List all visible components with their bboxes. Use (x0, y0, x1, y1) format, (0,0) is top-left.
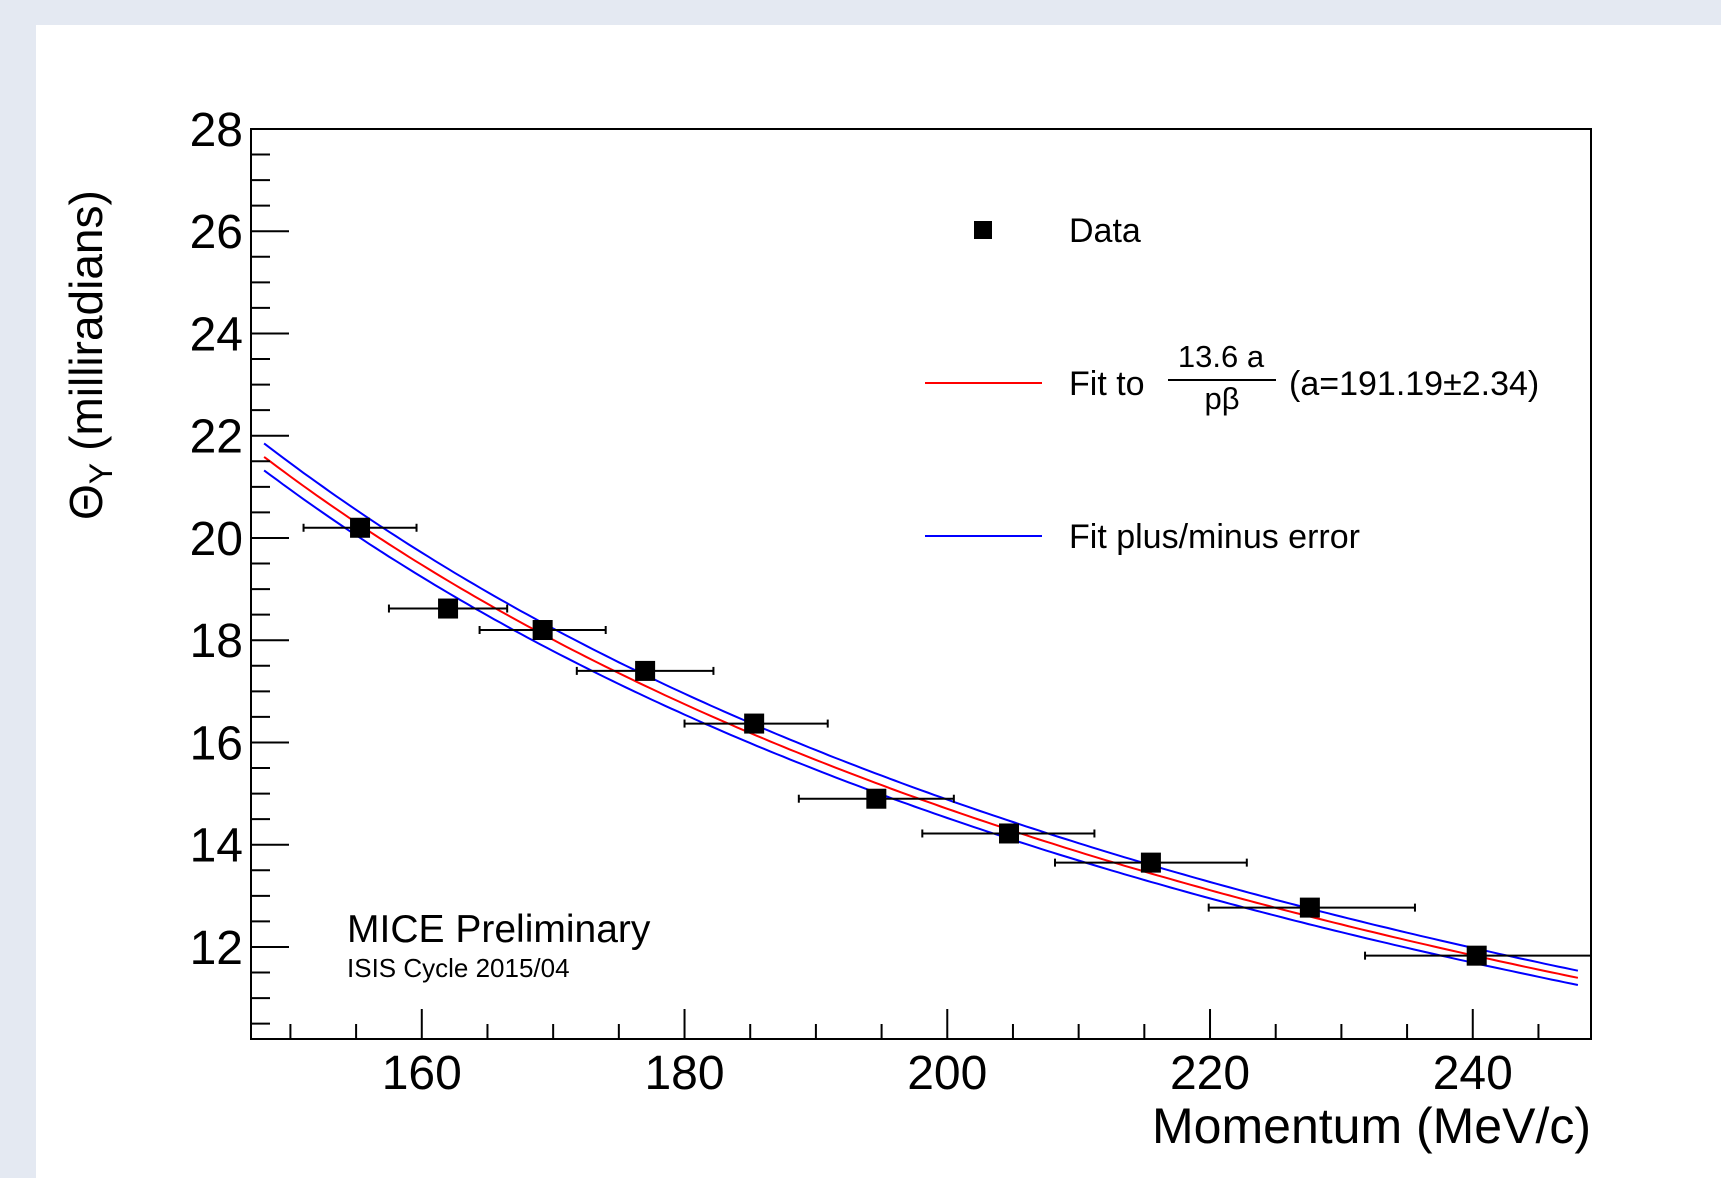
axis-tick-labels: 160 180 200 220 240 12 14 16 18 20 22 24 26 28 (190, 104, 1513, 1100)
fit-upper-error-curve (263, 442, 1579, 972)
legend-fit-numerator: 13.6 a (1178, 339, 1265, 374)
x-tick-label: 180 (644, 1047, 724, 1100)
data-point (438, 598, 459, 619)
data-point (350, 517, 371, 538)
legend-fit-parameter: (a=191.19±2.34) (1289, 365, 1539, 403)
figure-canvas: 160 180 200 220 240 12 14 16 18 20 22 24 26 28 Moment… (36, 25, 1721, 1178)
annotation-isis-cycle: ISIS Cycle 2015/04 (347, 953, 570, 983)
y-tick-label: 12 (190, 922, 243, 975)
x-tick-label: 240 (1433, 1047, 1513, 1100)
y-axis-symbol: Θ (60, 484, 112, 520)
data-point (635, 660, 656, 681)
y-tick-label: 28 (190, 104, 243, 157)
y-tick-label: 22 (190, 411, 243, 464)
legend-label-fit: Fit to (1069, 365, 1145, 403)
data-point (1466, 945, 1487, 966)
x-tick-label: 200 (907, 1047, 987, 1100)
y-axis-units: (milliradians) (60, 190, 112, 451)
legend-fit-denominator: pβ (1204, 381, 1239, 416)
x-tick-label: 220 (1170, 1047, 1250, 1100)
y-axis-label: ΘY (milliradians) (60, 190, 119, 520)
y-tick-label: 26 (190, 206, 243, 259)
fit-curves (263, 442, 1579, 986)
axis-ticks (251, 128, 1540, 1039)
fit-curve (263, 456, 1579, 979)
data-point (1299, 897, 1320, 918)
data-point (1140, 852, 1161, 873)
data-point (866, 788, 887, 809)
y-tick-label: 24 (190, 308, 243, 361)
x-axis-label: Momentum (MeV/c) (1152, 1098, 1591, 1154)
y-tick-label: 16 (190, 717, 243, 770)
data-point (999, 823, 1020, 844)
scatter-plot: 160 180 200 220 240 12 14 16 18 20 22 24 26 28 Moment… (60, 104, 1592, 1154)
y-tick-label: 20 (190, 513, 243, 566)
legend-label-data: Data (1069, 212, 1141, 250)
plot-frame (250, 128, 1592, 1040)
x-tick-label: 160 (382, 1047, 462, 1100)
y-axis-subscript: Y (83, 463, 119, 484)
y-tick-label: 18 (190, 615, 243, 668)
legend-label-fit-error: Fit plus/minus error (1069, 518, 1360, 556)
data-points (302, 517, 1591, 966)
data-point (744, 713, 765, 734)
legend: Data Fit to 13.6 a pβ (a=191.19±2.34) Fi… (925, 212, 1539, 556)
legend-marker-data (974, 221, 992, 239)
fit-lower-error-curve (263, 469, 1579, 986)
y-tick-label: 14 (190, 820, 243, 873)
annotation-mice-preliminary: MICE Preliminary (347, 908, 651, 951)
data-point (532, 620, 553, 641)
